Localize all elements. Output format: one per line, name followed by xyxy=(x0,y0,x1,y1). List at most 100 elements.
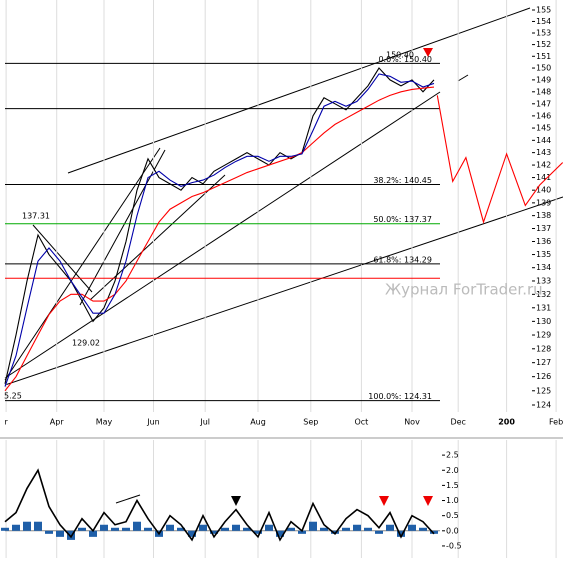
bar xyxy=(122,527,130,531)
x-tick-label: Sep xyxy=(303,418,318,427)
trend-lines xyxy=(4,7,563,504)
y-tick-label: 145 xyxy=(536,124,551,133)
y-tick-label: 137 xyxy=(536,224,551,233)
y-tick-label: 132 xyxy=(536,290,551,299)
y-tick-label: 131 xyxy=(536,303,551,312)
y-tick-label: 139 xyxy=(536,198,551,207)
series-line xyxy=(4,468,435,542)
annotation: 5.25 xyxy=(4,392,22,401)
x-tick-label: Oct xyxy=(354,418,368,427)
bar xyxy=(342,527,350,531)
trend-line xyxy=(4,91,441,379)
y-tick-label: 152 xyxy=(536,40,551,49)
level-label: 38.2%: 140.45 xyxy=(373,176,432,185)
bar xyxy=(375,530,383,534)
x-tick-label: Jul xyxy=(199,418,210,427)
bar xyxy=(276,530,284,537)
x-tick-label: Jun xyxy=(146,418,160,427)
bar xyxy=(386,524,394,531)
y-tick-label: 124 xyxy=(536,401,551,410)
y-tick-label: 135 xyxy=(536,250,551,259)
level-label: 100.0%: 124.31 xyxy=(368,392,432,401)
watermark: Журнал ForTrader.ru xyxy=(385,281,543,299)
bar xyxy=(78,527,86,531)
trend-line xyxy=(457,74,469,82)
y-tick-label: 136 xyxy=(536,237,551,246)
series-line xyxy=(4,73,435,387)
bar xyxy=(419,527,427,531)
level-label: 61.8%: 134.29 xyxy=(373,255,432,264)
bar xyxy=(408,524,416,531)
trend-line xyxy=(89,174,226,301)
bar xyxy=(364,527,372,531)
y-tick-label: 144 xyxy=(536,136,551,145)
arrow xyxy=(231,496,241,506)
series-line xyxy=(436,95,563,224)
bar xyxy=(221,527,229,531)
y-tick-label: 140 xyxy=(536,186,551,195)
arrow xyxy=(423,496,433,506)
trend-line xyxy=(32,224,93,293)
bar xyxy=(45,530,53,534)
y-tick-label: 148 xyxy=(536,87,551,96)
x-tick-label: Nov xyxy=(404,418,420,427)
y-tick-label: 2.0 xyxy=(446,466,459,475)
y-tick-label: 133 xyxy=(536,276,551,285)
y-tick-label: 142 xyxy=(536,161,551,170)
bar xyxy=(199,524,207,531)
y-tick-label: 143 xyxy=(536,148,551,157)
bar xyxy=(100,524,108,531)
bar xyxy=(166,524,174,531)
bar xyxy=(353,524,361,531)
level-label: 50.0%: 137.37 xyxy=(373,215,432,224)
bar xyxy=(111,527,119,531)
y-tick-label: 138 xyxy=(536,211,551,220)
bar xyxy=(56,530,64,537)
y-tick-label: 0.5 xyxy=(446,511,459,520)
y-tick-label: 127 xyxy=(536,358,551,367)
y-tick-label: 1.5 xyxy=(446,481,459,490)
y-tick-label: 125 xyxy=(536,386,551,395)
bar xyxy=(331,530,339,534)
bar xyxy=(23,521,31,531)
x-tick-label: May xyxy=(96,418,113,427)
x-tick-label: Apr xyxy=(50,418,65,427)
y-tick-label: 130 xyxy=(536,317,551,326)
bar xyxy=(177,527,185,531)
y-tick-label: 147 xyxy=(536,99,551,108)
bar xyxy=(1,527,9,531)
arrow xyxy=(379,496,389,506)
y-tick-label: 153 xyxy=(536,28,551,37)
x-tick-label: r xyxy=(4,418,8,427)
bar xyxy=(320,527,328,531)
x-tick-label: Aug xyxy=(250,418,266,427)
annotation: 150.40 xyxy=(386,51,414,60)
y-tick-label: 149 xyxy=(536,75,551,84)
bar xyxy=(397,530,405,537)
y-tick-label: 154 xyxy=(536,17,551,26)
y-tick-label: -0.5 xyxy=(446,541,462,550)
bar xyxy=(144,527,152,531)
series-line xyxy=(4,86,435,392)
y-tick-label: 126 xyxy=(536,372,551,381)
bar xyxy=(287,527,295,531)
y-tick-label: 155 xyxy=(536,6,551,15)
x-tick-label: 200 xyxy=(498,418,515,427)
trend-line xyxy=(4,196,563,386)
y-tick-label: 141 xyxy=(536,173,551,182)
bar xyxy=(34,521,42,531)
bar xyxy=(232,524,240,531)
bar xyxy=(265,524,273,531)
bar xyxy=(133,521,141,531)
y-tick-label: 2.5 xyxy=(446,451,459,460)
bar xyxy=(430,530,438,534)
y-tick-label: 134 xyxy=(536,263,551,272)
bar xyxy=(243,527,251,531)
trend-line xyxy=(115,494,141,504)
bar xyxy=(309,521,317,531)
series-line xyxy=(4,67,435,384)
bar xyxy=(210,530,218,534)
bar xyxy=(12,524,20,531)
y-tick-label: 151 xyxy=(536,52,551,61)
